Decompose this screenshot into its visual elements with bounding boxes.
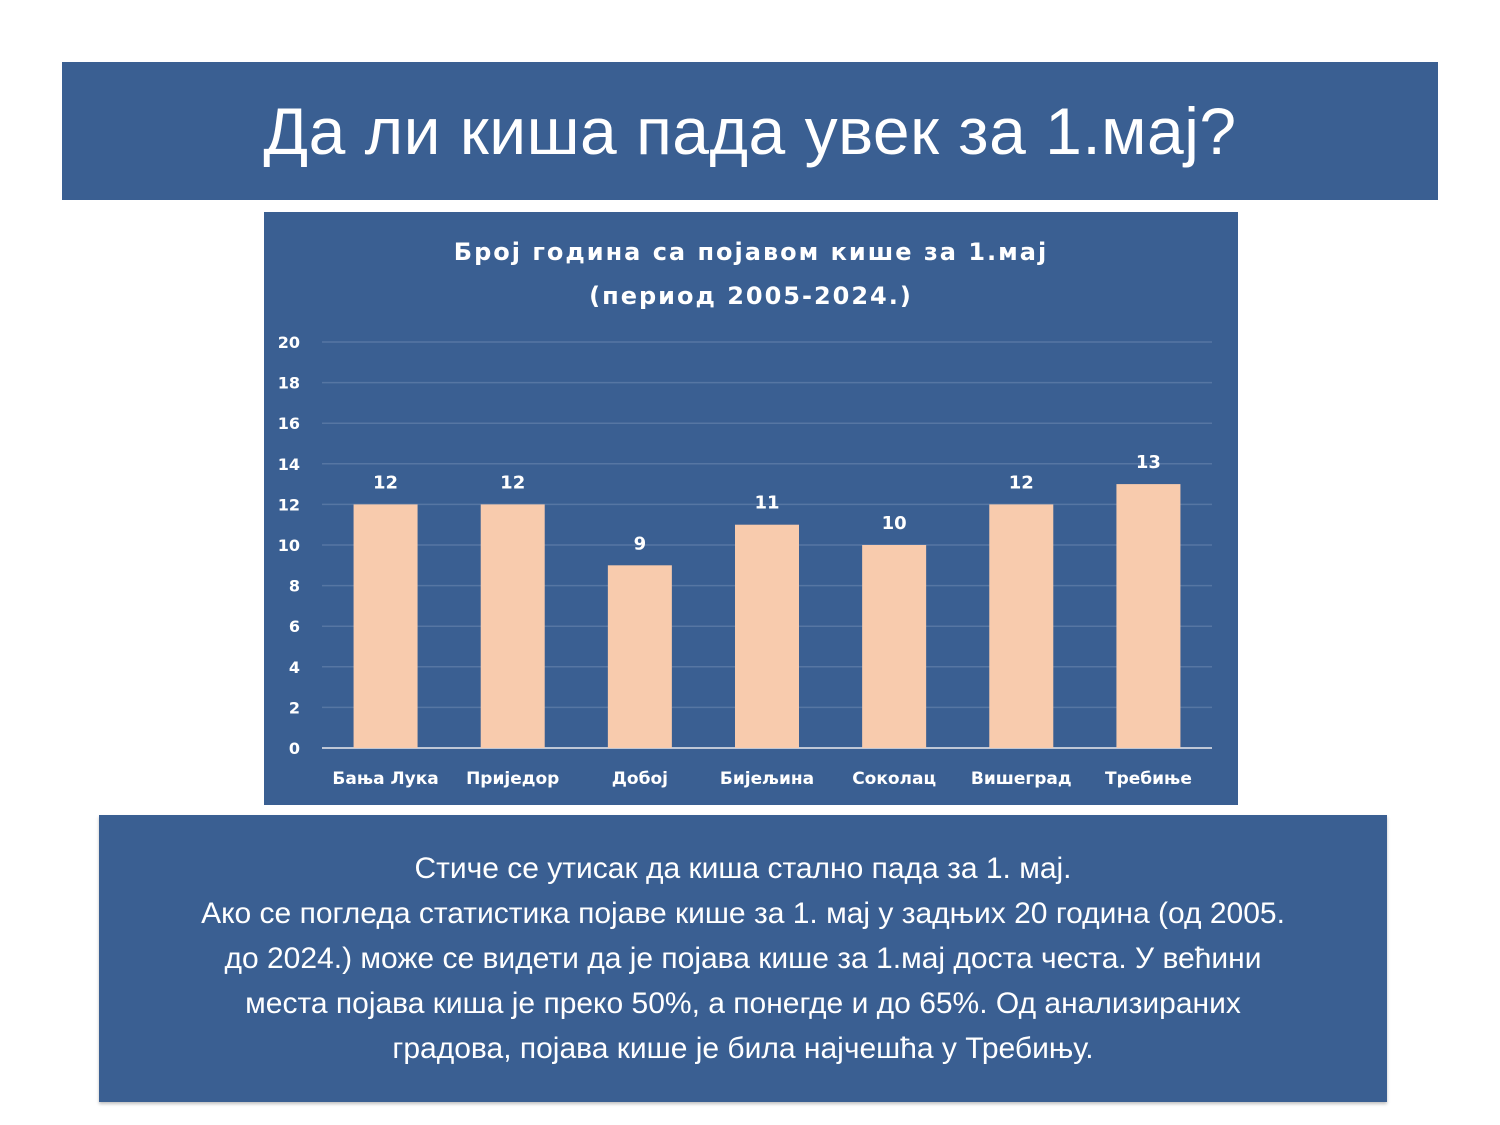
note-line: градова, појава кише је била најчешћа у … bbox=[392, 1032, 1094, 1065]
x-tick-label: Требиње bbox=[1105, 769, 1192, 789]
x-tick-label: Бања Лука bbox=[332, 769, 438, 789]
x-axis-ticks: Бања Лука Приједор Добој Бијељина Соколац Виш… bbox=[332, 769, 1191, 789]
bars bbox=[353, 484, 1181, 748]
y-tick-label: 6 bbox=[289, 617, 300, 636]
bar bbox=[480, 504, 545, 748]
y-tick-label: 16 bbox=[278, 414, 300, 433]
title-banner: Да ли киша пада увек за 1.мај? bbox=[62, 62, 1438, 200]
y-tick-label: 10 bbox=[278, 536, 300, 555]
y-tick-label: 14 bbox=[278, 455, 300, 474]
chart-title-line-2: (период 2005-2024.) bbox=[589, 282, 913, 310]
note-text: Стиче се утисак да киша стално пада за 1… bbox=[201, 846, 1285, 1071]
slide-title: Да ли киша пада увек за 1.мај? bbox=[263, 94, 1237, 168]
note-line: Стиче се утисак да киша стално пада за 1… bbox=[414, 852, 1072, 885]
y-tick-label: 8 bbox=[289, 577, 300, 596]
data-label: 11 bbox=[754, 493, 779, 514]
x-tick-label: Соколац bbox=[852, 769, 936, 789]
y-tick-label: 0 bbox=[289, 739, 300, 758]
y-tick-label: 2 bbox=[289, 698, 300, 717]
data-label: 12 bbox=[373, 472, 398, 493]
y-tick-label: 18 bbox=[278, 374, 300, 393]
y-tick-label: 12 bbox=[278, 495, 300, 514]
x-tick-label: Вишеград bbox=[971, 769, 1072, 789]
bar bbox=[1116, 484, 1181, 748]
bar-chart: Број година са појавом кише за 1.мај (пе… bbox=[278, 238, 1212, 789]
chart-title-line-1: Број година са појавом кише за 1.мај bbox=[454, 238, 1048, 266]
data-label: 12 bbox=[1009, 472, 1034, 493]
data-label: 9 bbox=[634, 533, 647, 554]
chart-panel: Број година са појавом кише за 1.мај (пе… bbox=[264, 212, 1238, 805]
bar bbox=[353, 504, 418, 748]
y-axis-ticks: 0 2 4 6 8 10 12 14 16 18 20 bbox=[278, 333, 300, 758]
y-tick-label: 4 bbox=[289, 658, 300, 677]
y-tick-label: 20 bbox=[278, 333, 300, 352]
note-line: места појава киша је преко 50%, а понегд… bbox=[245, 987, 1241, 1020]
x-tick-label: Приједор bbox=[466, 769, 559, 789]
bar bbox=[607, 565, 672, 748]
bar bbox=[862, 545, 927, 748]
data-labels: 12 12 9 11 10 12 13 bbox=[373, 452, 1161, 554]
x-tick-label: Бијељина bbox=[720, 769, 814, 789]
x-tick-label: Добој bbox=[612, 769, 668, 789]
data-label: 10 bbox=[882, 513, 907, 534]
data-label: 12 bbox=[500, 472, 525, 493]
note-box: Стиче се утисак да киша стално пада за 1… bbox=[99, 815, 1387, 1102]
bar bbox=[735, 524, 799, 748]
note-line: Ако се погледа статистика појаве кише за… bbox=[201, 897, 1285, 930]
note-line: до 2024.) може се видети да је појава ки… bbox=[224, 942, 1262, 975]
data-label: 13 bbox=[1136, 452, 1161, 473]
bar bbox=[989, 504, 1054, 748]
